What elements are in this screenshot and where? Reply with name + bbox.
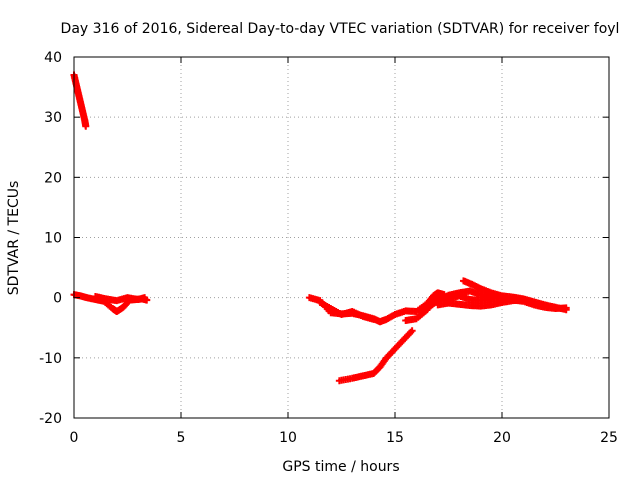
x-tick-label: 10: [279, 430, 297, 446]
data-series-sat-b: [71, 291, 151, 315]
data-series-sat-a: [71, 72, 90, 130]
y-tick-label: -10: [39, 351, 62, 367]
x-tick-label: 20: [493, 430, 511, 446]
x-tick-label: 25: [600, 430, 618, 446]
x-axis-label: GPS time / hours: [282, 459, 399, 475]
y-tick-label: 20: [44, 170, 62, 186]
sdtvar-chart: Day 316 of 2016, Sidereal Day-to-day VTE…: [0, 0, 640, 480]
data-layer: [71, 72, 570, 385]
x-tick-label: 15: [386, 430, 404, 446]
y-tick-label: 0: [53, 291, 62, 307]
chart-title: Day 316 of 2016, Sidereal Day-to-day VTE…: [61, 21, 620, 37]
x-tick-label: 0: [70, 430, 79, 446]
x-tick-label: 5: [177, 430, 186, 446]
grid-layer: [74, 57, 609, 418]
y-axis-label: SDTVAR / TECUs: [6, 181, 22, 296]
data-series-sat-f: [336, 327, 416, 384]
y-tick-label: 30: [44, 110, 62, 126]
y-tick-label: -20: [39, 411, 62, 427]
tick-layer: 0 5 10 15 20 25 -20 -10 0 10 20 30 40: [39, 50, 618, 446]
y-tick-label: 40: [44, 50, 62, 66]
y-tick-label: 10: [44, 231, 62, 247]
